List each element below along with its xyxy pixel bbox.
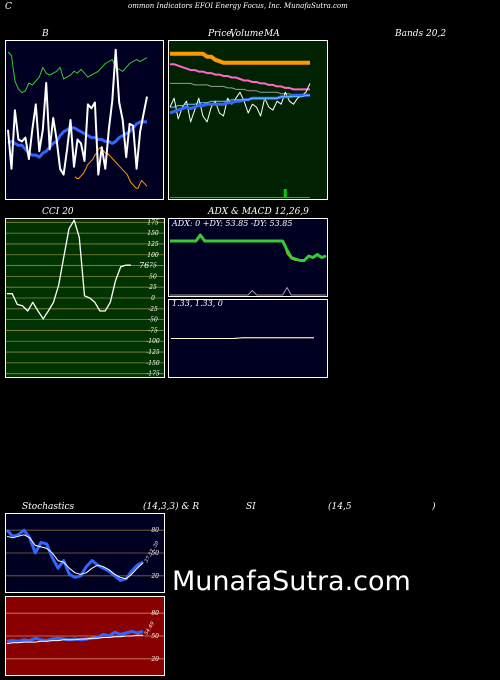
page-title: ommon Indicators EFOI Energy Focus, Inc.… xyxy=(128,2,348,10)
macd-chart xyxy=(168,299,328,378)
stochastics-tick-label: 80 xyxy=(151,527,159,534)
adx-line xyxy=(170,287,326,296)
cci-tick-label: -175 xyxy=(146,371,160,378)
cci-tick-label: -100 xyxy=(146,338,160,345)
rsi-tick-label: 80 xyxy=(151,610,159,617)
ma-label: MA xyxy=(264,29,280,39)
bands-chart-label: B xyxy=(42,29,49,39)
upper-band-line xyxy=(7,51,148,94)
stochastics-tick-label: 20 xyxy=(150,573,159,580)
bands-chart xyxy=(5,40,164,200)
cci-tick-label: 25 xyxy=(148,284,157,291)
panel-background xyxy=(168,40,328,200)
ma-long-line xyxy=(170,51,310,65)
stochastics-params-label: (14,3,3) & R xyxy=(143,502,200,512)
watermark: MunafaSutra.com xyxy=(172,566,411,597)
cci-tick-label: -75 xyxy=(148,327,158,334)
rsi-tick-label: 20 xyxy=(150,656,159,663)
stochastics-tick-label: 50 xyxy=(151,550,159,557)
cci-tick-label: 150 xyxy=(147,230,159,237)
adx-macd-label: ADX & MACD 12,26,9 xyxy=(208,207,309,217)
volume-bar xyxy=(283,189,287,198)
rsi-params-label: (14,5 xyxy=(328,502,352,512)
header-c: C xyxy=(5,2,12,12)
price-line xyxy=(7,48,148,176)
ma-short-line xyxy=(170,82,310,96)
cci-last-value: 76 xyxy=(139,261,149,270)
plus-di-line xyxy=(170,233,327,262)
rsi-params-close: ) xyxy=(432,502,436,512)
cci-tick-label: -50 xyxy=(148,317,158,324)
cci-line xyxy=(7,219,131,320)
bands-label: Bands 20,2 xyxy=(395,29,447,39)
macd-line xyxy=(171,337,314,339)
cci-tick-label: -125 xyxy=(146,349,160,356)
cci-tick-label: -25 xyxy=(148,306,158,313)
cci-tick-label: -150 xyxy=(146,360,160,367)
price-ma-chart xyxy=(168,40,328,200)
cci-label: CCI 20 xyxy=(42,207,74,217)
cci-tick-label: 175 xyxy=(147,219,159,226)
rsi-label: SI xyxy=(246,502,256,512)
panel-background xyxy=(168,218,328,297)
adx-chart xyxy=(168,218,328,297)
ma-fast2-line xyxy=(170,94,310,108)
volume-line xyxy=(74,146,148,189)
stochastics-d-line xyxy=(6,534,144,580)
ma-mid-line xyxy=(170,63,310,91)
price-line xyxy=(169,83,311,123)
cci-chart: 175 150 125 100 75 50 25 0 -25 -50 -75 -100 -125 -150… xyxy=(5,218,165,378)
cci-tick-label: 0 xyxy=(151,295,155,302)
cci-tick-label: 125 xyxy=(147,241,159,248)
price-label: Price, xyxy=(208,29,235,39)
volume-label: Volume xyxy=(230,29,264,39)
rsi-tick-label: 50 xyxy=(151,633,159,640)
panel-background xyxy=(5,40,164,200)
macd-values: 1.33, 1.33, 0 xyxy=(172,299,223,308)
adx-values: ADX: 0 +DY: 53.85 -DY: 53.85 xyxy=(172,219,293,228)
cci-tick-label: 50 xyxy=(149,273,157,280)
cci-tick-label: 75 xyxy=(149,263,157,270)
rsi-d-line xyxy=(6,634,143,645)
rsi-k-line xyxy=(6,629,144,643)
cci-tick-label: 100 xyxy=(147,252,159,259)
stochastics-label: Stochastics xyxy=(22,502,75,512)
